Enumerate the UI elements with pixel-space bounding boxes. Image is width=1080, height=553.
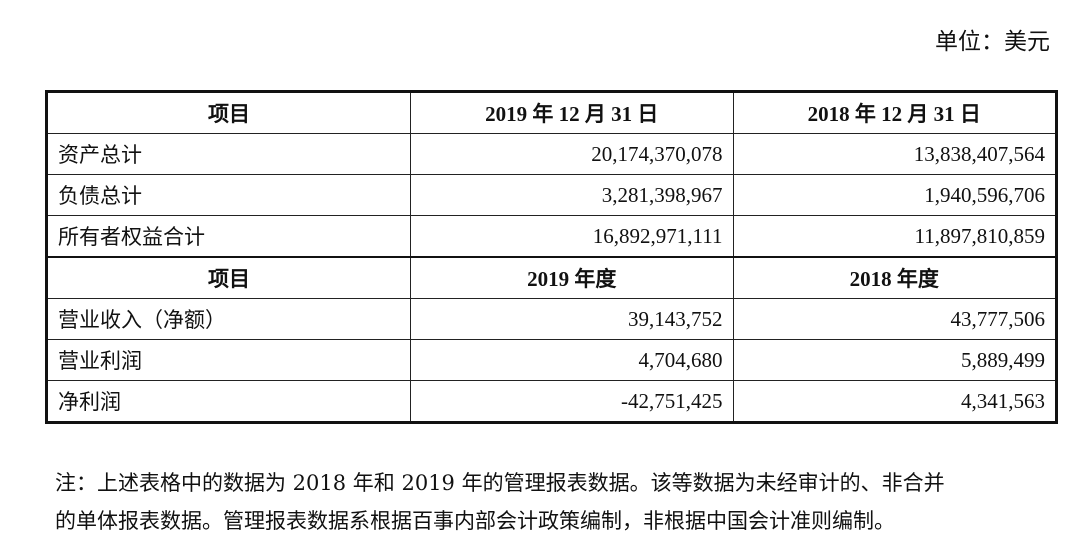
value-cell: 16,892,971,111 xyxy=(410,215,734,258)
value-cell: 3,281,398,967 xyxy=(410,174,734,216)
value-cell: 4,341,563 xyxy=(732,380,1057,423)
table-row: 所有者权益合计 16,892,971,111 11,897,810,859 xyxy=(45,215,1057,258)
unit-label: 单位：美元 xyxy=(935,29,1050,55)
financial-table: 项目 2019 年 12 月 31 日 2018 年 12 月 31 日 资产总… xyxy=(45,90,1058,424)
footnote-line: 的单体报表数据。管理报表数据系根据百事内部会计政策编制，非根据中国会计准则编制。 xyxy=(55,509,895,533)
table-header-row: 项目 2019 年度 2018 年度 xyxy=(45,256,1057,299)
value-cell: 43,777,506 xyxy=(732,298,1057,340)
footnote: 注：上述表格中的数据为 2018 年和 2019 年的管理报表数据。该等数据为未… xyxy=(55,464,1065,540)
value-cell: 39,143,752 xyxy=(410,298,734,340)
table-row: 负债总计 3,281,398,967 1,940,596,706 xyxy=(45,174,1057,216)
header-cell: 2019 年度 xyxy=(410,256,734,299)
table-header-row: 项目 2019 年 12 月 31 日 2018 年 12 月 31 日 xyxy=(45,90,1057,134)
value-cell: 11,897,810,859 xyxy=(732,215,1057,258)
row-label: 净利润 xyxy=(45,380,412,423)
table-row: 营业利润 4,704,680 5,889,499 xyxy=(45,339,1057,381)
header-cell: 项目 xyxy=(45,90,412,134)
row-label: 所有者权益合计 xyxy=(45,215,412,258)
header-cell: 2018 年 12 月 31 日 xyxy=(732,90,1057,134)
value-cell: -42,751,425 xyxy=(410,380,734,423)
value-cell: 5,889,499 xyxy=(732,339,1057,381)
footnote-line: 注：上述表格中的数据为 2018 年和 2019 年的管理报表数据。该等数据为未… xyxy=(55,471,945,495)
table-row: 资产总计 20,174,370,078 13,838,407,564 xyxy=(45,133,1057,175)
header-cell: 2019 年 12 月 31 日 xyxy=(410,90,734,134)
value-cell: 1,940,596,706 xyxy=(732,174,1057,216)
value-cell: 13,838,407,564 xyxy=(732,133,1057,175)
header-cell: 2018 年度 xyxy=(732,256,1057,299)
table-row: 净利润 -42,751,425 4,341,563 xyxy=(45,380,1057,423)
value-cell: 20,174,370,078 xyxy=(410,133,734,175)
header-cell: 项目 xyxy=(45,256,412,299)
row-label: 资产总计 xyxy=(45,133,412,175)
row-label: 负债总计 xyxy=(45,174,412,216)
value-cell: 4,704,680 xyxy=(410,339,734,381)
table-row: 营业收入（净额） 39,143,752 43,777,506 xyxy=(45,298,1057,340)
row-label: 营业收入（净额） xyxy=(45,298,412,340)
row-label: 营业利润 xyxy=(45,339,412,381)
